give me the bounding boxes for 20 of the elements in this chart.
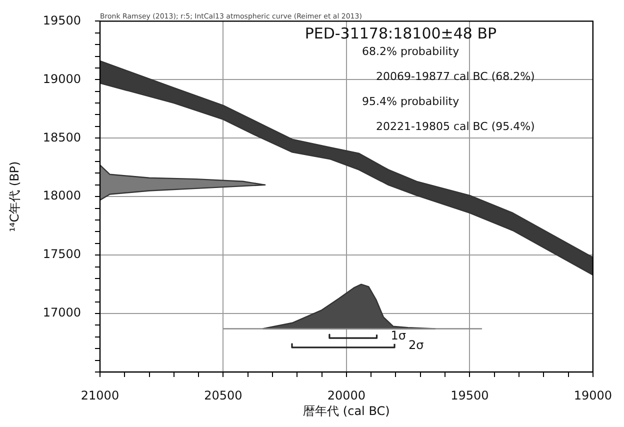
x-tick-label: 20500	[204, 388, 242, 402]
series-label: 1σ	[390, 328, 406, 342]
y-tick-label: 18000	[42, 188, 81, 203]
annotation: 20221-19805 cal BC (95.4%)	[376, 120, 535, 134]
x-tick-label: 20000	[327, 388, 366, 402]
y-tick-label: 19500	[42, 13, 81, 28]
x-axis-title: 暦年代 (cal BC)	[303, 404, 390, 418]
y-tick-label: 19000	[42, 72, 81, 86]
annotation: 68.2% probability	[362, 45, 460, 58]
y-tick-label: 18500	[42, 130, 81, 144]
y-tick-label: 17000	[42, 306, 81, 320]
x-tick-label: 19500	[450, 388, 489, 402]
annotation: 95.4% probability	[362, 95, 460, 108]
x-tick-label: 19000	[574, 388, 612, 402]
x-tick-label: 21000	[80, 388, 120, 402]
y-axis-title: ¹⁴C年代 (BP)	[7, 161, 22, 232]
series-label: 2σ	[408, 338, 424, 352]
annotation: 20069-19877 cal BC (68.2%)	[376, 70, 535, 84]
chart-title: PED-31178:18100±48 BP	[304, 24, 497, 43]
y-tick-label: 17500	[42, 247, 81, 262]
